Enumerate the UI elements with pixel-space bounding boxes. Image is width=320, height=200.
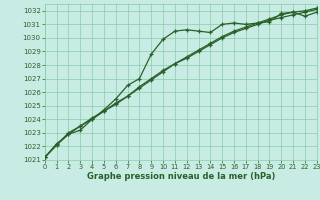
X-axis label: Graphe pression niveau de la mer (hPa): Graphe pression niveau de la mer (hPa) — [87, 172, 275, 181]
